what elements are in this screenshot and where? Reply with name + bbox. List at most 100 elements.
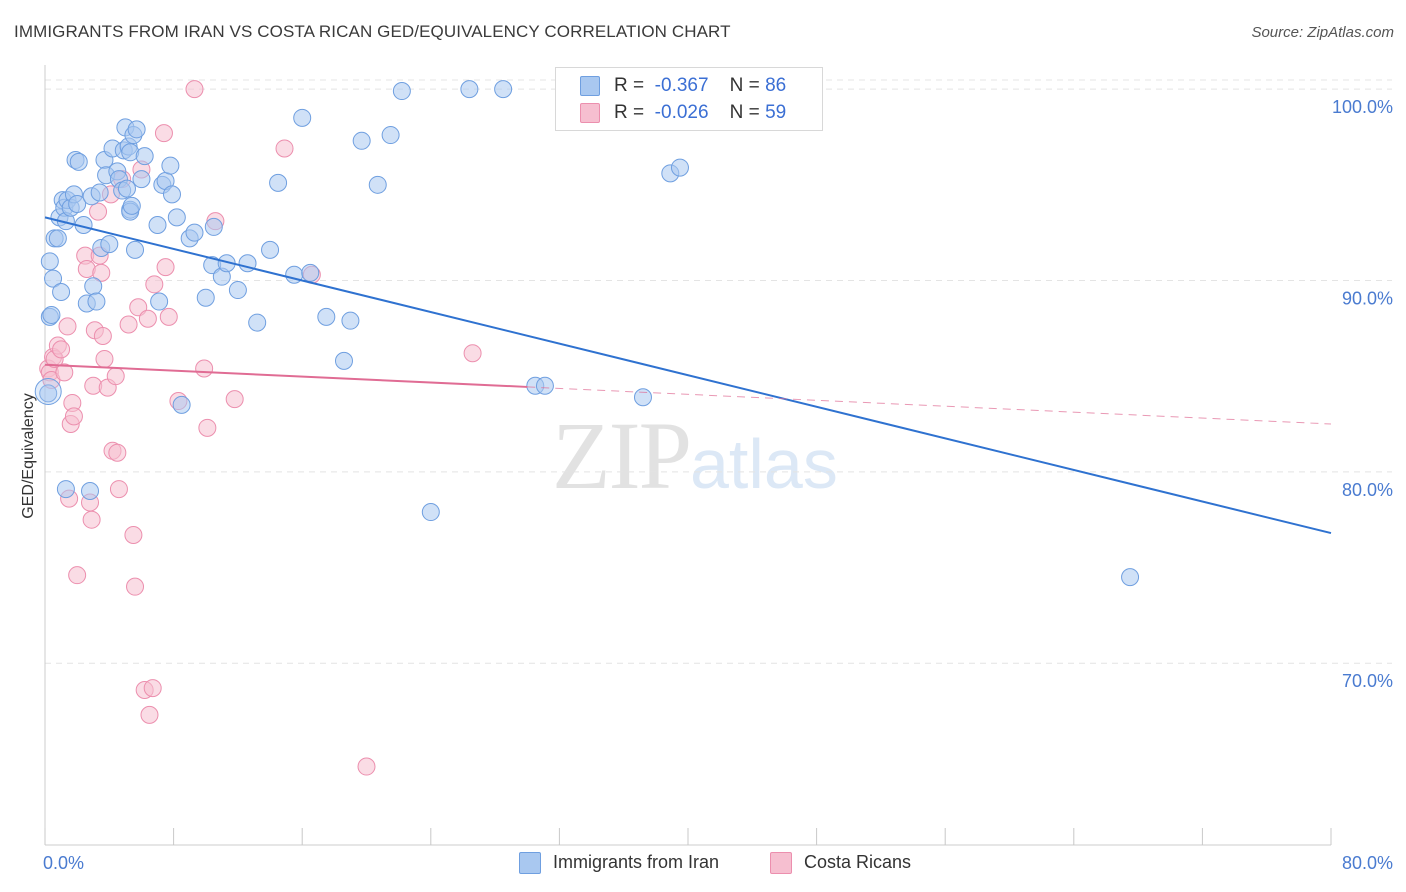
trend-lines xyxy=(44,216,1332,535)
bottom-legend-label: Immigrants from Iran xyxy=(553,852,720,872)
data-point-iran xyxy=(126,240,145,259)
trend-line-iran xyxy=(44,216,1332,535)
data-point-costa-rica xyxy=(55,363,74,382)
data-point-costa-rica xyxy=(463,344,482,363)
data-point-costa-rica xyxy=(198,418,217,437)
data-point-costa-rica xyxy=(140,705,159,724)
data-point-iran xyxy=(204,217,223,236)
data-point-iran xyxy=(368,175,387,194)
data-point-costa-rica xyxy=(154,124,173,143)
data-point-iran xyxy=(633,388,652,407)
data-point-iran xyxy=(392,82,411,101)
data-point-costa-rica xyxy=(109,480,128,499)
bottom-legend-costa-ricans: Costa Ricans xyxy=(770,852,912,875)
data-point-iran xyxy=(39,384,58,403)
data-point-iran xyxy=(100,235,119,254)
data-point-iran xyxy=(127,120,146,139)
data-point-iran xyxy=(1121,568,1140,587)
data-point-iran xyxy=(535,376,554,395)
data-point-costa-rica xyxy=(195,359,214,378)
trend-line-costa-rica xyxy=(44,363,528,388)
legend-r-value: -0.367 xyxy=(654,75,709,96)
data-point-iran xyxy=(167,208,186,227)
data-point-iran xyxy=(185,223,204,242)
data-point-costa-rica xyxy=(185,80,204,99)
data-point-iran xyxy=(84,277,103,296)
data-point-costa-rica xyxy=(93,326,112,345)
y-axis-title: GED/Equivalency xyxy=(20,393,37,518)
data-point-iran xyxy=(352,131,371,150)
data-point-iran xyxy=(90,183,109,202)
data-point-costa-rica xyxy=(95,349,114,368)
data-point-iran xyxy=(228,281,247,300)
y-tick-label: 90.0% xyxy=(1342,288,1393,308)
data-point-costa-rica xyxy=(145,275,164,294)
data-point-iran xyxy=(494,80,513,99)
data-point-iran xyxy=(44,269,63,288)
data-point-iran xyxy=(248,313,267,332)
bottom-legend-label: Costa Ricans xyxy=(804,852,912,872)
data-point-costa-rica xyxy=(225,390,244,409)
data-point-costa-rica xyxy=(108,443,127,462)
data-point-costa-rica xyxy=(119,315,138,334)
legend-r-label: R = xyxy=(614,102,645,123)
series-immigrants-from-iran xyxy=(34,80,1140,587)
data-point-iran xyxy=(293,108,312,127)
data-point-iran xyxy=(135,147,154,166)
data-point-iran xyxy=(42,305,61,324)
data-point-costa-rica xyxy=(92,263,111,282)
data-point-costa-rica xyxy=(68,566,87,585)
watermark-atlas: atlas xyxy=(690,425,838,503)
bottom-legend-swatch-pink xyxy=(770,852,792,875)
data-point-costa-rica xyxy=(124,526,143,544)
data-point-iran xyxy=(317,307,336,326)
data-point-iran-large xyxy=(34,377,62,405)
data-point-iran xyxy=(381,126,400,145)
data-point-iran xyxy=(148,216,167,234)
bottom-legend-iran: Immigrants from Iran xyxy=(519,852,720,875)
legend-row-iran: R = -0.367 N = 86 xyxy=(580,75,786,99)
data-point-iran xyxy=(172,395,191,414)
legend-n-label: N = xyxy=(729,102,760,123)
data-point-iran xyxy=(122,196,141,215)
gridlines xyxy=(45,79,1392,664)
data-point-costa-rica xyxy=(82,510,101,529)
watermark: ZIPatlas xyxy=(552,400,838,511)
data-point-iran xyxy=(52,282,71,301)
bottom-legend-swatch-blue xyxy=(519,852,541,875)
data-point-iran xyxy=(117,179,136,198)
data-point-costa-rica xyxy=(275,139,294,158)
series-costa-ricans xyxy=(39,80,482,776)
data-point-costa-rica xyxy=(64,407,83,426)
x-tick-label: 80.0% xyxy=(1342,853,1393,873)
data-point-iran xyxy=(48,229,67,248)
data-point-iran xyxy=(40,252,59,271)
data-point-costa-rica xyxy=(357,757,376,776)
data-point-costa-rica xyxy=(156,258,175,277)
data-point-iran xyxy=(162,185,181,204)
chart-title: IMMIGRANTS FROM IRAN VS COSTA RICAN GED/… xyxy=(14,22,731,41)
legend-r-label: R = xyxy=(614,75,645,96)
source-label: Source: ZipAtlas.com xyxy=(1251,24,1394,41)
y-tick-label: 80.0% xyxy=(1342,480,1393,500)
y-tick-label: 70.0% xyxy=(1342,671,1393,691)
data-point-iran xyxy=(69,152,88,171)
data-point-iran xyxy=(150,292,169,311)
data-point-iran xyxy=(301,263,320,282)
legend-n-value: 86 xyxy=(765,75,787,96)
data-point-iran xyxy=(334,351,353,370)
data-point-costa-rica xyxy=(58,317,77,336)
legend-swatch-blue xyxy=(580,75,600,96)
data-point-costa-rica xyxy=(138,309,157,328)
data-point-iran xyxy=(56,480,75,499)
data-point-costa-rica xyxy=(159,307,178,326)
data-point-costa-rica xyxy=(89,202,108,221)
data-point-costa-rica xyxy=(126,577,145,596)
data-point-iran xyxy=(341,311,360,330)
data-point-iran xyxy=(670,158,689,177)
data-point-iran xyxy=(81,481,100,500)
data-point-iran xyxy=(132,170,151,189)
data-point-iran xyxy=(161,156,180,175)
correlation-legend: R = -0.367 N = 86 R = -0.026 N = 59 xyxy=(555,67,823,131)
